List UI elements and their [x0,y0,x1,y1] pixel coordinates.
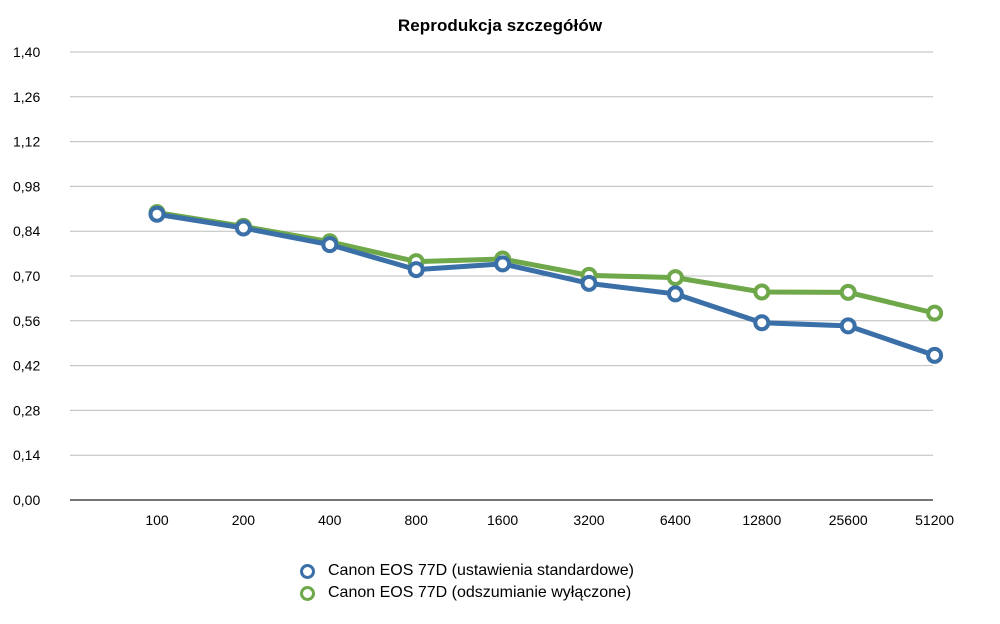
series-layer [148,204,944,364]
y-tick-label: 1,12 [13,134,40,150]
x-tick-label: 400 [318,512,342,528]
line-chart: 0,00 0,14 0,28 0,42 0,56 0,70 0,84 0,98 1,12 1,26… [13,44,954,528]
y-tick-label: 1,26 [13,89,40,105]
y-tick-label: 1,40 [13,44,40,60]
x-axis-tick-labels: 100 200 400 800 1600 3200 6400 12800 25600 51200 [145,512,954,528]
y-tick-label: 0,70 [13,268,40,284]
y-tick-label: 0,42 [13,358,40,374]
legend-label-noise-reduction-off: Canon EOS 77D (odszumianie wyłączone) [328,584,632,601]
gridlines [70,51,933,501]
data-point [407,261,425,279]
data-point [753,283,771,301]
x-tick-label: 100 [145,512,169,528]
y-tick-label: 0,98 [13,178,40,194]
data-point [666,269,684,287]
legend-label-standard: Canon EOS 77D (ustawienia standardowe) [328,562,634,579]
legend: Canon EOS 77D (ustawienia standardowe) C… [300,560,634,604]
series-0 [148,205,944,364]
series-1 [148,204,944,322]
legend-marker-standard [300,563,315,579]
x-tick-label: 12800 [742,512,781,528]
y-tick-label: 0,14 [13,447,40,463]
y-tick-label: 0,56 [13,313,40,329]
x-tick-label: 25600 [829,512,868,528]
legend-marker-noise-reduction-off [300,585,315,601]
series-line [154,210,938,316]
data-point [839,283,857,301]
series-line [154,211,938,358]
data-point [926,304,944,322]
x-tick-label: 3200 [573,512,604,528]
data-point [234,219,252,237]
data-point [580,274,598,292]
x-tick-label: 1600 [487,512,518,528]
data-point [321,236,339,254]
x-tick-label: 6400 [660,512,691,528]
data-point [148,205,166,223]
x-tick-label: 200 [232,512,256,528]
y-tick-label: 0,00 [13,492,40,508]
chart-title: Reprodukcja szczegółów [397,16,603,35]
data-point [839,317,857,335]
data-point [666,285,684,303]
x-tick-label: 800 [405,512,429,528]
data-point [926,346,944,364]
y-tick-label: 0,84 [13,223,40,239]
legend-item-noise-reduction-off: Canon EOS 77D (odszumianie wyłączone) [300,582,634,604]
data-point [494,255,512,273]
legend-item-standard: Canon EOS 77D (ustawienia standardowe) [300,560,634,582]
x-tick-label: 51200 [915,512,954,528]
y-tick-label: 0,28 [13,402,40,418]
data-point [753,314,771,332]
y-axis-tick-labels: 0,00 0,14 0,28 0,42 0,56 0,70 0,84 0,98 1,12 1,26… [13,44,40,508]
